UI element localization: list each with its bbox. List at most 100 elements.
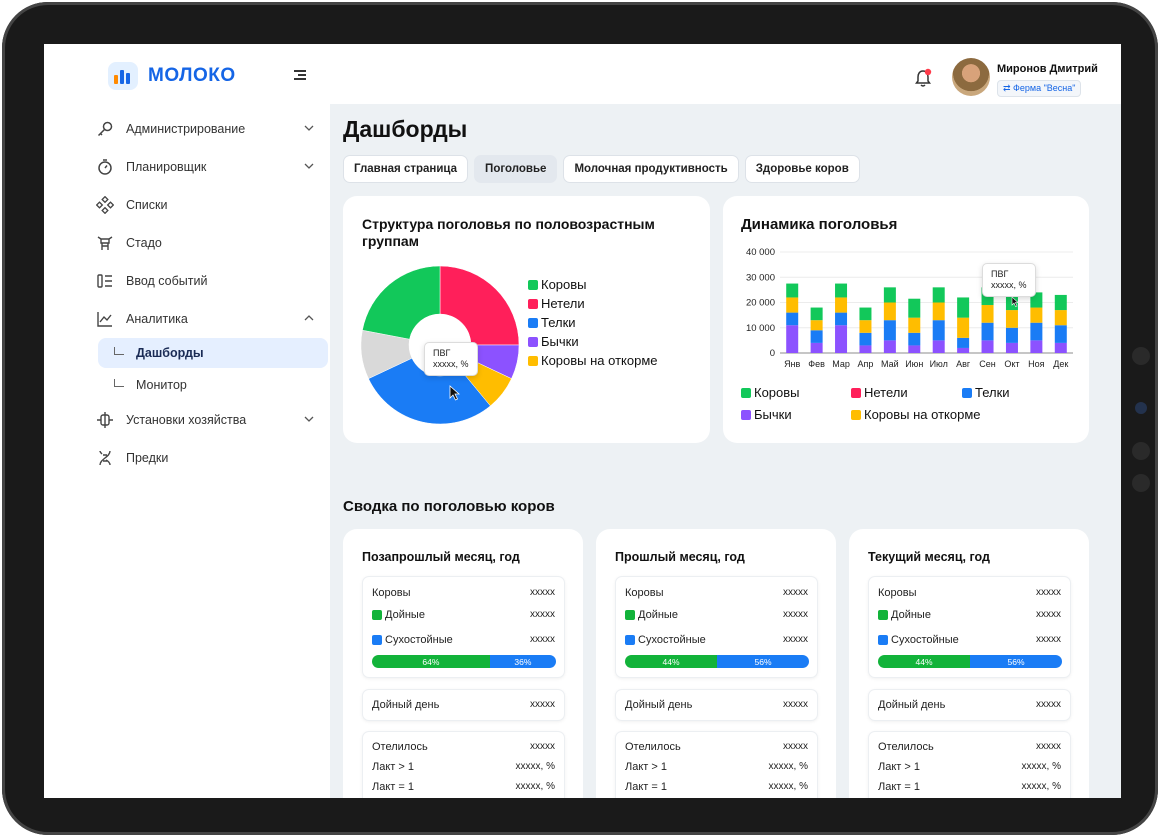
legend-item: Коровы на откорме bbox=[851, 407, 981, 422]
dry-share-segment: 36% bbox=[489, 655, 556, 668]
legend-label: Бычки bbox=[754, 407, 792, 422]
legend-label: Коровы bbox=[541, 277, 587, 292]
bar-segment[interactable] bbox=[835, 312, 848, 326]
tab-livestock[interactable]: Поголовье bbox=[474, 155, 558, 183]
legend-swatch bbox=[851, 387, 861, 398]
bar-segment[interactable] bbox=[957, 297, 970, 318]
bar-segment[interactable] bbox=[883, 287, 896, 303]
legend-item: Коровы bbox=[528, 275, 658, 294]
dna-icon bbox=[94, 449, 116, 467]
sidebar-subitem-monitor[interactable]: Монитор bbox=[98, 370, 328, 400]
bar-segment[interactable] bbox=[1054, 342, 1067, 353]
bar-segment[interactable] bbox=[835, 283, 848, 298]
tab-home[interactable]: Главная страница bbox=[343, 155, 469, 183]
bar-segment[interactable] bbox=[859, 320, 872, 333]
bar-segment[interactable] bbox=[908, 332, 921, 346]
lact-gt1-label: Лакт > 1 bbox=[878, 761, 920, 773]
dry-label: Сухостойные bbox=[891, 634, 959, 646]
user-name[interactable]: Миронов Дмитрий bbox=[997, 63, 1098, 75]
bar-segment[interactable] bbox=[1030, 322, 1043, 341]
bar-segment[interactable] bbox=[932, 302, 945, 321]
bar-segment[interactable] bbox=[786, 283, 799, 298]
main-content: Дашборды Главная страница Поголовье Моло… bbox=[330, 104, 1121, 798]
bar-segment[interactable] bbox=[810, 330, 823, 343]
logo[interactable]: МОЛОКО bbox=[108, 62, 236, 90]
bar-segment[interactable] bbox=[835, 297, 848, 313]
bar-segment[interactable] bbox=[957, 337, 970, 348]
bar-segment[interactable] bbox=[883, 340, 896, 353]
tab-milk-productivity[interactable]: Молочная продуктивность bbox=[563, 155, 739, 183]
milk-day-block: Дойный день xxxxx bbox=[868, 689, 1071, 721]
sidebar-subitem-dashboards[interactable]: Дашборды bbox=[98, 338, 328, 368]
bar-segment[interactable] bbox=[981, 305, 994, 323]
milking-label: Дойные bbox=[891, 609, 931, 621]
bar-segment[interactable] bbox=[908, 298, 921, 318]
chevron-up-icon[interactable] bbox=[304, 313, 314, 323]
stacked-bar-chart[interactable]: 40 000 30 000 20 000 10 000 0 Янв Фев Мар Апр Май… bbox=[723, 238, 1089, 378]
dry-swatch bbox=[625, 635, 635, 645]
lact-eq1-value: xxxxx, % bbox=[768, 781, 808, 792]
bar-segment[interactable] bbox=[1054, 325, 1067, 343]
collapse-menu-icon[interactable] bbox=[294, 70, 306, 80]
bar-segment[interactable] bbox=[1030, 307, 1043, 323]
pie-slice-heifers[interactable] bbox=[439, 265, 520, 346]
bar-segment[interactable] bbox=[810, 320, 823, 331]
sidebar-item-planner[interactable]: Планировщик bbox=[94, 152, 324, 182]
sidebar-item-analytics[interactable]: Аналитика bbox=[94, 304, 324, 334]
bar-segment[interactable] bbox=[1054, 310, 1067, 326]
sidebar-item-admin[interactable]: Администрирование bbox=[94, 114, 324, 144]
bar-segment[interactable] bbox=[1005, 310, 1018, 328]
cursor-icon bbox=[1011, 296, 1019, 307]
bar-segment[interactable] bbox=[981, 340, 994, 353]
bar-segment[interactable] bbox=[932, 340, 945, 353]
sidebar-item-farm-settings[interactable]: Установки хозяйства bbox=[94, 405, 324, 435]
bar-segment[interactable] bbox=[810, 307, 823, 321]
avatar[interactable] bbox=[952, 58, 990, 96]
milking-label: Дойные bbox=[638, 609, 678, 621]
sidebar-item-ancestors[interactable]: Предки bbox=[94, 443, 324, 473]
milking-share-segment: 44% bbox=[878, 655, 970, 668]
pie-tooltip: ПВГ xxxxx, % bbox=[424, 342, 478, 376]
tab-cow-health[interactable]: Здоровье коров bbox=[744, 155, 860, 183]
bar-segment[interactable] bbox=[859, 345, 872, 353]
pie-slice-cows[interactable] bbox=[362, 265, 441, 340]
tab-bar: Главная страница Поголовье Молочная прод… bbox=[343, 155, 860, 183]
lact-gt1-row: Лакт > 1 xxxxx, % bbox=[625, 761, 808, 773]
bar-segment[interactable] bbox=[932, 320, 945, 341]
bar-segment[interactable] bbox=[835, 325, 848, 353]
bar-segment[interactable] bbox=[1005, 342, 1018, 353]
bar-segment[interactable] bbox=[1030, 340, 1043, 353]
sidebar-item-events[interactable]: Ввод событий bbox=[94, 266, 324, 296]
legend-swatch bbox=[851, 409, 861, 420]
legend-label: Коровы bbox=[754, 385, 800, 400]
sidebar-subitem-label: Монитор bbox=[136, 378, 187, 392]
bar-segment[interactable] bbox=[786, 297, 799, 313]
bar-segment[interactable] bbox=[981, 322, 994, 341]
bar-segment[interactable] bbox=[908, 345, 921, 353]
bar-segment[interactable] bbox=[810, 342, 823, 353]
bar-segment[interactable] bbox=[1005, 327, 1018, 343]
farm-switch[interactable]: ⇄ Ферма "Весна" bbox=[997, 80, 1082, 97]
calved-value: xxxxx bbox=[1036, 741, 1061, 752]
camera-dot bbox=[1135, 402, 1147, 414]
bar-segment[interactable] bbox=[957, 347, 970, 353]
bar-segment[interactable] bbox=[859, 332, 872, 346]
chevron-down-icon[interactable] bbox=[304, 414, 314, 424]
dry-label: Сухостойные bbox=[638, 634, 706, 646]
bar-segment[interactable] bbox=[932, 287, 945, 303]
sidebar-item-lists[interactable]: Списки bbox=[94, 190, 324, 220]
bar-segment[interactable] bbox=[786, 325, 799, 353]
chevron-down-icon[interactable] bbox=[304, 123, 314, 133]
bar-segment[interactable] bbox=[859, 307, 872, 321]
bar-segment[interactable] bbox=[883, 302, 896, 321]
bar-segment[interactable] bbox=[1054, 294, 1067, 311]
bell-icon[interactable] bbox=[914, 68, 932, 88]
bar-segment[interactable] bbox=[883, 320, 896, 341]
sidebar-subitem-label: Дашборды bbox=[136, 346, 204, 360]
bar-segment[interactable] bbox=[957, 317, 970, 338]
bar-segment[interactable] bbox=[908, 317, 921, 333]
sidebar-item-herd[interactable]: Стадо bbox=[94, 228, 324, 258]
cursor-icon bbox=[449, 385, 461, 401]
chevron-down-icon[interactable] bbox=[304, 161, 314, 171]
bar-segment[interactable] bbox=[786, 312, 799, 326]
